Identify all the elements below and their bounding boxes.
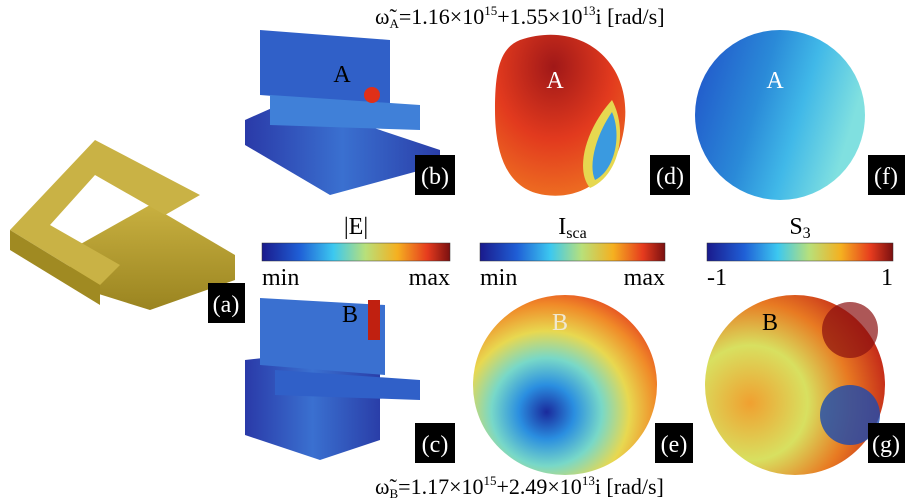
panel-label: (f) (874, 164, 898, 190)
panel-label: (b) (421, 164, 449, 190)
colorbar-title-main: |E| (344, 214, 368, 240)
colorbars: |E| min max Isca min max S3 -1 1 (262, 214, 893, 291)
mode-label: A (766, 68, 784, 94)
stokes-region (822, 302, 878, 358)
panel-label: (a) (213, 292, 240, 318)
colorbar-title-sub: sca (566, 225, 586, 242)
colorbar-title: Isca (558, 214, 586, 242)
gold-structure (10, 140, 235, 310)
colorbar-min: min (262, 265, 299, 291)
panel-label: (c) (422, 432, 449, 458)
figure: ω̃A=1.16×1015+1.55×1013i [rad/s] ω̃B=1.1… (0, 0, 909, 501)
equation-bottom: ω̃B=1.17×1015+2.49×1013i [rad/s] (375, 473, 664, 501)
colorbar-title: S3 (789, 214, 810, 242)
colorbar-title-main: I (558, 214, 566, 240)
panel-label: (d) (656, 164, 684, 190)
colorbar-title-main: S (789, 214, 802, 240)
colorbar-min: -1 (707, 265, 727, 291)
equation-top: ω̃A=1.16×1015+1.55×1013i [rad/s] (375, 3, 665, 31)
colorbar-min: min (480, 265, 517, 291)
colorbar (262, 243, 450, 261)
field-structure-b (245, 30, 440, 195)
colorbar (480, 243, 665, 261)
panel-label: (e) (661, 432, 688, 458)
colorbar (707, 243, 893, 261)
colorbar-max: max (624, 265, 665, 291)
stokes-map-f (695, 30, 865, 200)
colorbar-title-sub: 3 (803, 225, 811, 242)
panel-label: (g) (872, 432, 900, 458)
colorbar-title: |E| (344, 214, 368, 240)
mode-label: B (342, 302, 358, 328)
mode-label: A (546, 68, 564, 94)
colorbar-max: max (409, 265, 450, 291)
mode-label: B (552, 310, 568, 336)
colorbar-max: 1 (881, 265, 893, 291)
mode-label: B (762, 310, 778, 336)
mode-label: A (333, 62, 351, 88)
field-structure-c (245, 298, 420, 460)
